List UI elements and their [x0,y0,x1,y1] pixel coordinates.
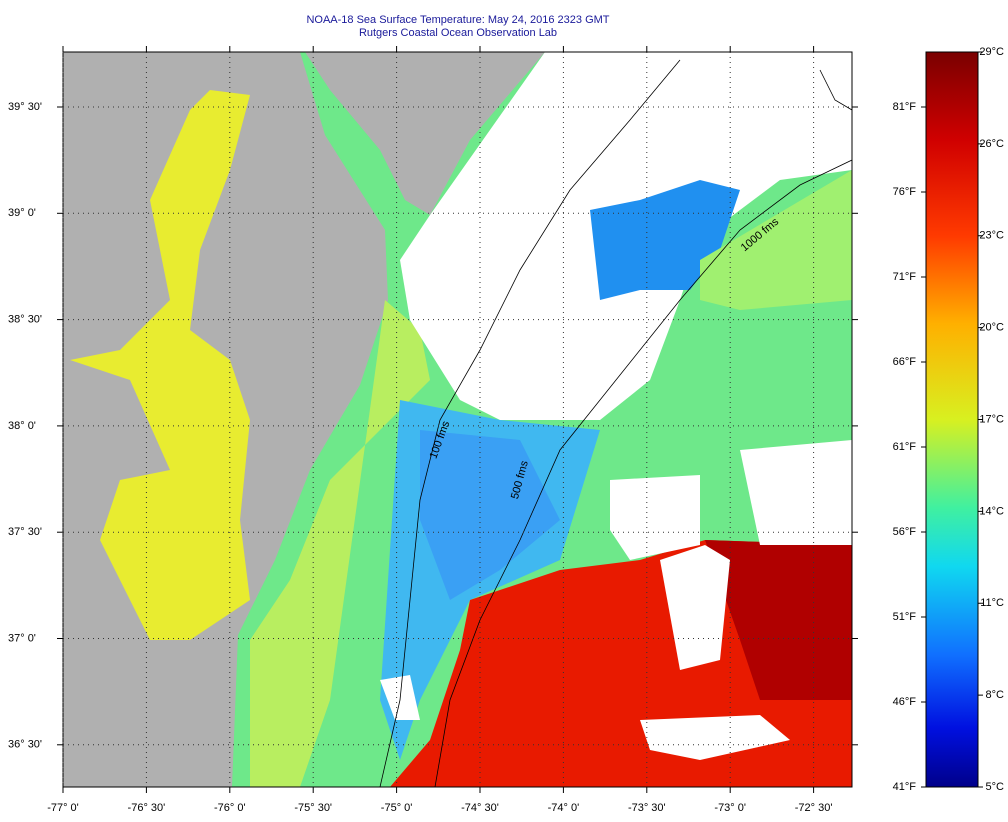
lat-label: 38° 30' [8,314,42,326]
bay [70,90,250,640]
fahrenheit-label: 41°F [893,781,917,793]
cloud [740,440,852,545]
colorbar [925,51,979,788]
fahrenheit-label: 46°F [893,696,917,708]
lat-label: 37° 30' [8,526,42,538]
lat-label: 37° 0' [8,632,36,644]
lat-label: 39° 30' [8,101,42,113]
lon-label: -75° 30' [294,802,332,814]
celsius-label: 29°C [979,46,1004,58]
lon-label: -73° 30' [628,802,666,814]
fahrenheit-label: 81°F [893,101,917,113]
celsius-label: 11°C [980,597,1004,609]
lat-label: 38° 0' [8,420,36,432]
cloud [660,545,730,670]
warm-coastal [250,300,430,787]
map-subtitle: Rutgers Coastal Ocean Observation Lab [359,27,557,39]
cloud [610,475,700,560]
fahrenheit-label: 76°F [893,186,917,198]
gulf-stream-core [705,540,852,700]
fahrenheit-label: 61°F [893,441,917,453]
lat-label: 39° 0' [8,207,36,219]
contour-line [434,159,852,787]
celsius-label: 14°C [979,505,1004,517]
warm-patch [700,170,852,310]
contour-line [819,69,852,111]
fahrenheit-label: 51°F [893,611,917,623]
fahrenheit-label: 56°F [893,526,917,538]
cloud [640,715,790,760]
celsius-label: 26°C [979,138,1004,150]
lon-label: -77° 0' [47,802,79,814]
lat-label: 36° 30' [8,739,42,751]
fahrenheit-label: 71°F [893,271,917,283]
lon-label: -76° 0' [214,802,246,814]
lon-label: -73° 0' [714,802,746,814]
cold-core [420,430,560,600]
map-area [63,52,852,787]
celsius-label: 8°C [986,689,1005,701]
celsius-label: 23°C [979,230,1004,242]
fahrenheit-label: 66°F [893,356,917,368]
lon-label: -74° 30' [461,802,499,814]
lon-label: -72° 30' [795,802,833,814]
celsius-label: 20°C [979,322,1004,334]
lon-label: -75° 0' [381,802,413,814]
map-frame [62,51,853,788]
map-title: NOAA-18 Sea Surface Temperature: May 24,… [306,14,609,26]
contour-line [379,59,681,787]
land [305,52,545,215]
lon-label: -74° 0' [548,802,580,814]
celsius-label: 17°C [979,413,1004,425]
lon-label: -76° 30' [128,802,166,814]
celsius-label: 5°C [986,781,1005,793]
